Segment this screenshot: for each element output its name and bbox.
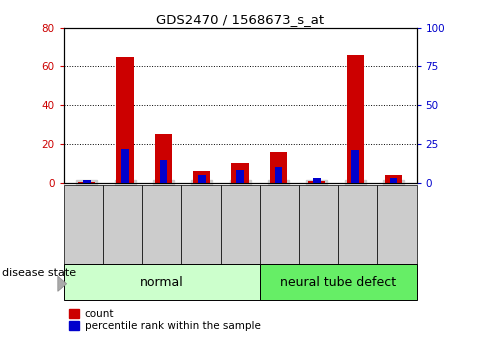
Bar: [160, 159, 167, 183]
Bar: [121, 149, 129, 183]
Bar: [351, 150, 359, 183]
Text: disease state: disease state: [2, 268, 76, 278]
Bar: [198, 175, 206, 183]
Legend: count, percentile rank within the sample: count, percentile rank within the sample: [69, 309, 260, 332]
Text: neural tube defect: neural tube defect: [280, 276, 396, 288]
Bar: [313, 178, 320, 183]
Title: GDS2470 / 1568673_s_at: GDS2470 / 1568673_s_at: [156, 13, 324, 27]
Bar: [390, 178, 397, 183]
Bar: [385, 175, 402, 183]
Bar: [78, 182, 96, 183]
Bar: [83, 180, 91, 183]
Bar: [308, 181, 325, 183]
Bar: [155, 134, 172, 183]
Bar: [346, 55, 364, 183]
Text: normal: normal: [140, 276, 184, 288]
Bar: [193, 171, 210, 183]
Bar: [274, 167, 282, 183]
Bar: [270, 152, 287, 183]
Bar: [117, 57, 134, 183]
Bar: [236, 170, 244, 183]
Bar: [231, 164, 249, 183]
